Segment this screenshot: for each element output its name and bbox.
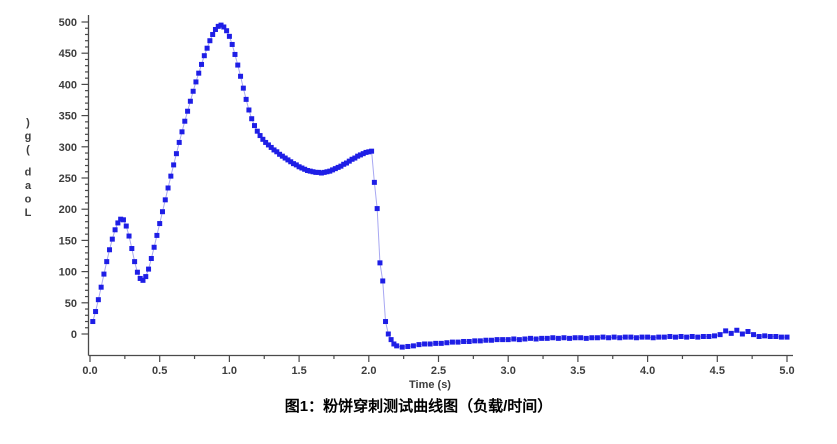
svg-text:o: o bbox=[25, 194, 32, 206]
svg-text:L: L bbox=[25, 207, 32, 219]
y-tick-label: 450 bbox=[59, 48, 77, 60]
x-tick-label: 4.0 bbox=[640, 365, 655, 377]
y-tick-label: 300 bbox=[59, 142, 77, 154]
x-axis-title: Time (s) bbox=[409, 379, 451, 391]
y-tick-label: 500 bbox=[59, 17, 77, 29]
x-tick-label: 2.0 bbox=[361, 365, 376, 377]
x-tick-label: 4.5 bbox=[710, 365, 725, 377]
svg-text:g: g bbox=[25, 131, 32, 143]
x-tick-label: 5.0 bbox=[779, 365, 794, 377]
svg-text:d: d bbox=[25, 167, 32, 179]
x-tick-label: 1.0 bbox=[222, 365, 237, 377]
x-tick-label: 0.5 bbox=[152, 365, 167, 377]
svg-text:(: ( bbox=[26, 144, 30, 156]
axes: 0 50 100 150 200 250 300 350 400 450 500 0.0 0.5 1.0 1… bbox=[59, 15, 795, 377]
svg-text:a: a bbox=[25, 180, 32, 192]
data-series bbox=[90, 22, 790, 350]
x-tick-label: 2.5 bbox=[431, 365, 446, 377]
svg-text:): ) bbox=[26, 117, 30, 129]
x-tick-label: 3.0 bbox=[501, 365, 516, 377]
y-tick-label: 250 bbox=[59, 173, 77, 185]
x-tick-label: 0.0 bbox=[82, 365, 97, 377]
y-tick-label: 350 bbox=[59, 111, 77, 123]
x-tick-label: 3.5 bbox=[570, 365, 585, 377]
y-tick-label: 200 bbox=[59, 204, 77, 216]
x-tick-label: 1.5 bbox=[291, 365, 306, 377]
y-tick-label: 0 bbox=[71, 329, 77, 341]
load-time-chart: 0 50 100 150 200 250 300 350 400 450 500 0.0 0.5 1.0 1… bbox=[25, 15, 795, 391]
figure-caption: 图1：粉饼穿刺测试曲线图（负载/时间） bbox=[284, 398, 553, 415]
y-tick-label: 150 bbox=[59, 235, 77, 247]
y-tick-label: 50 bbox=[65, 298, 77, 310]
y-tick-label: 400 bbox=[59, 79, 77, 91]
y-tick-label: 100 bbox=[59, 267, 77, 279]
